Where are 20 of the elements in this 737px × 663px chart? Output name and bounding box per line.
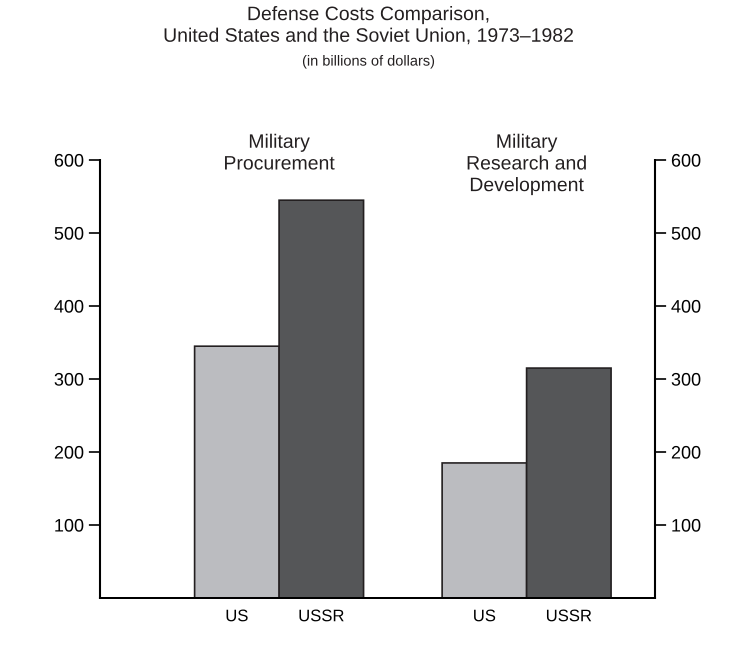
y2-tick-label: 100 — [672, 518, 700, 532]
y-tick-label: 600 — [54, 154, 84, 167]
y-tick-label: 500 — [54, 226, 84, 240]
y-tick-label: 100 — [55, 518, 84, 532]
y2-tick-label: 300 — [672, 372, 700, 386]
y2-tick-label: 500 — [672, 226, 700, 240]
y2-tick-label: 200 — [672, 446, 700, 459]
chart-title: Defense Costs Comparison, United States and the Soviet Union, 1973–1982 — [164, 6, 573, 44]
chart-subtitle: (in billions of dollars) — [302, 55, 434, 69]
y-tick-label: 300 — [54, 372, 84, 386]
annotation: Military Procurement — [225, 134, 335, 170]
y-tick-label: 200 — [54, 446, 84, 459]
x-tick-label: US — [226, 610, 248, 622]
y-tick-label: 400 — [54, 300, 84, 313]
x-tick-label: USSR — [546, 610, 592, 622]
x-tick-label: USSR — [299, 610, 344, 622]
annotation: Military Research and Development — [468, 134, 586, 196]
y2-tick-label: 600 — [672, 154, 700, 167]
x-tick-label: US — [474, 610, 496, 622]
y2-tick-label: 400 — [671, 300, 700, 313]
